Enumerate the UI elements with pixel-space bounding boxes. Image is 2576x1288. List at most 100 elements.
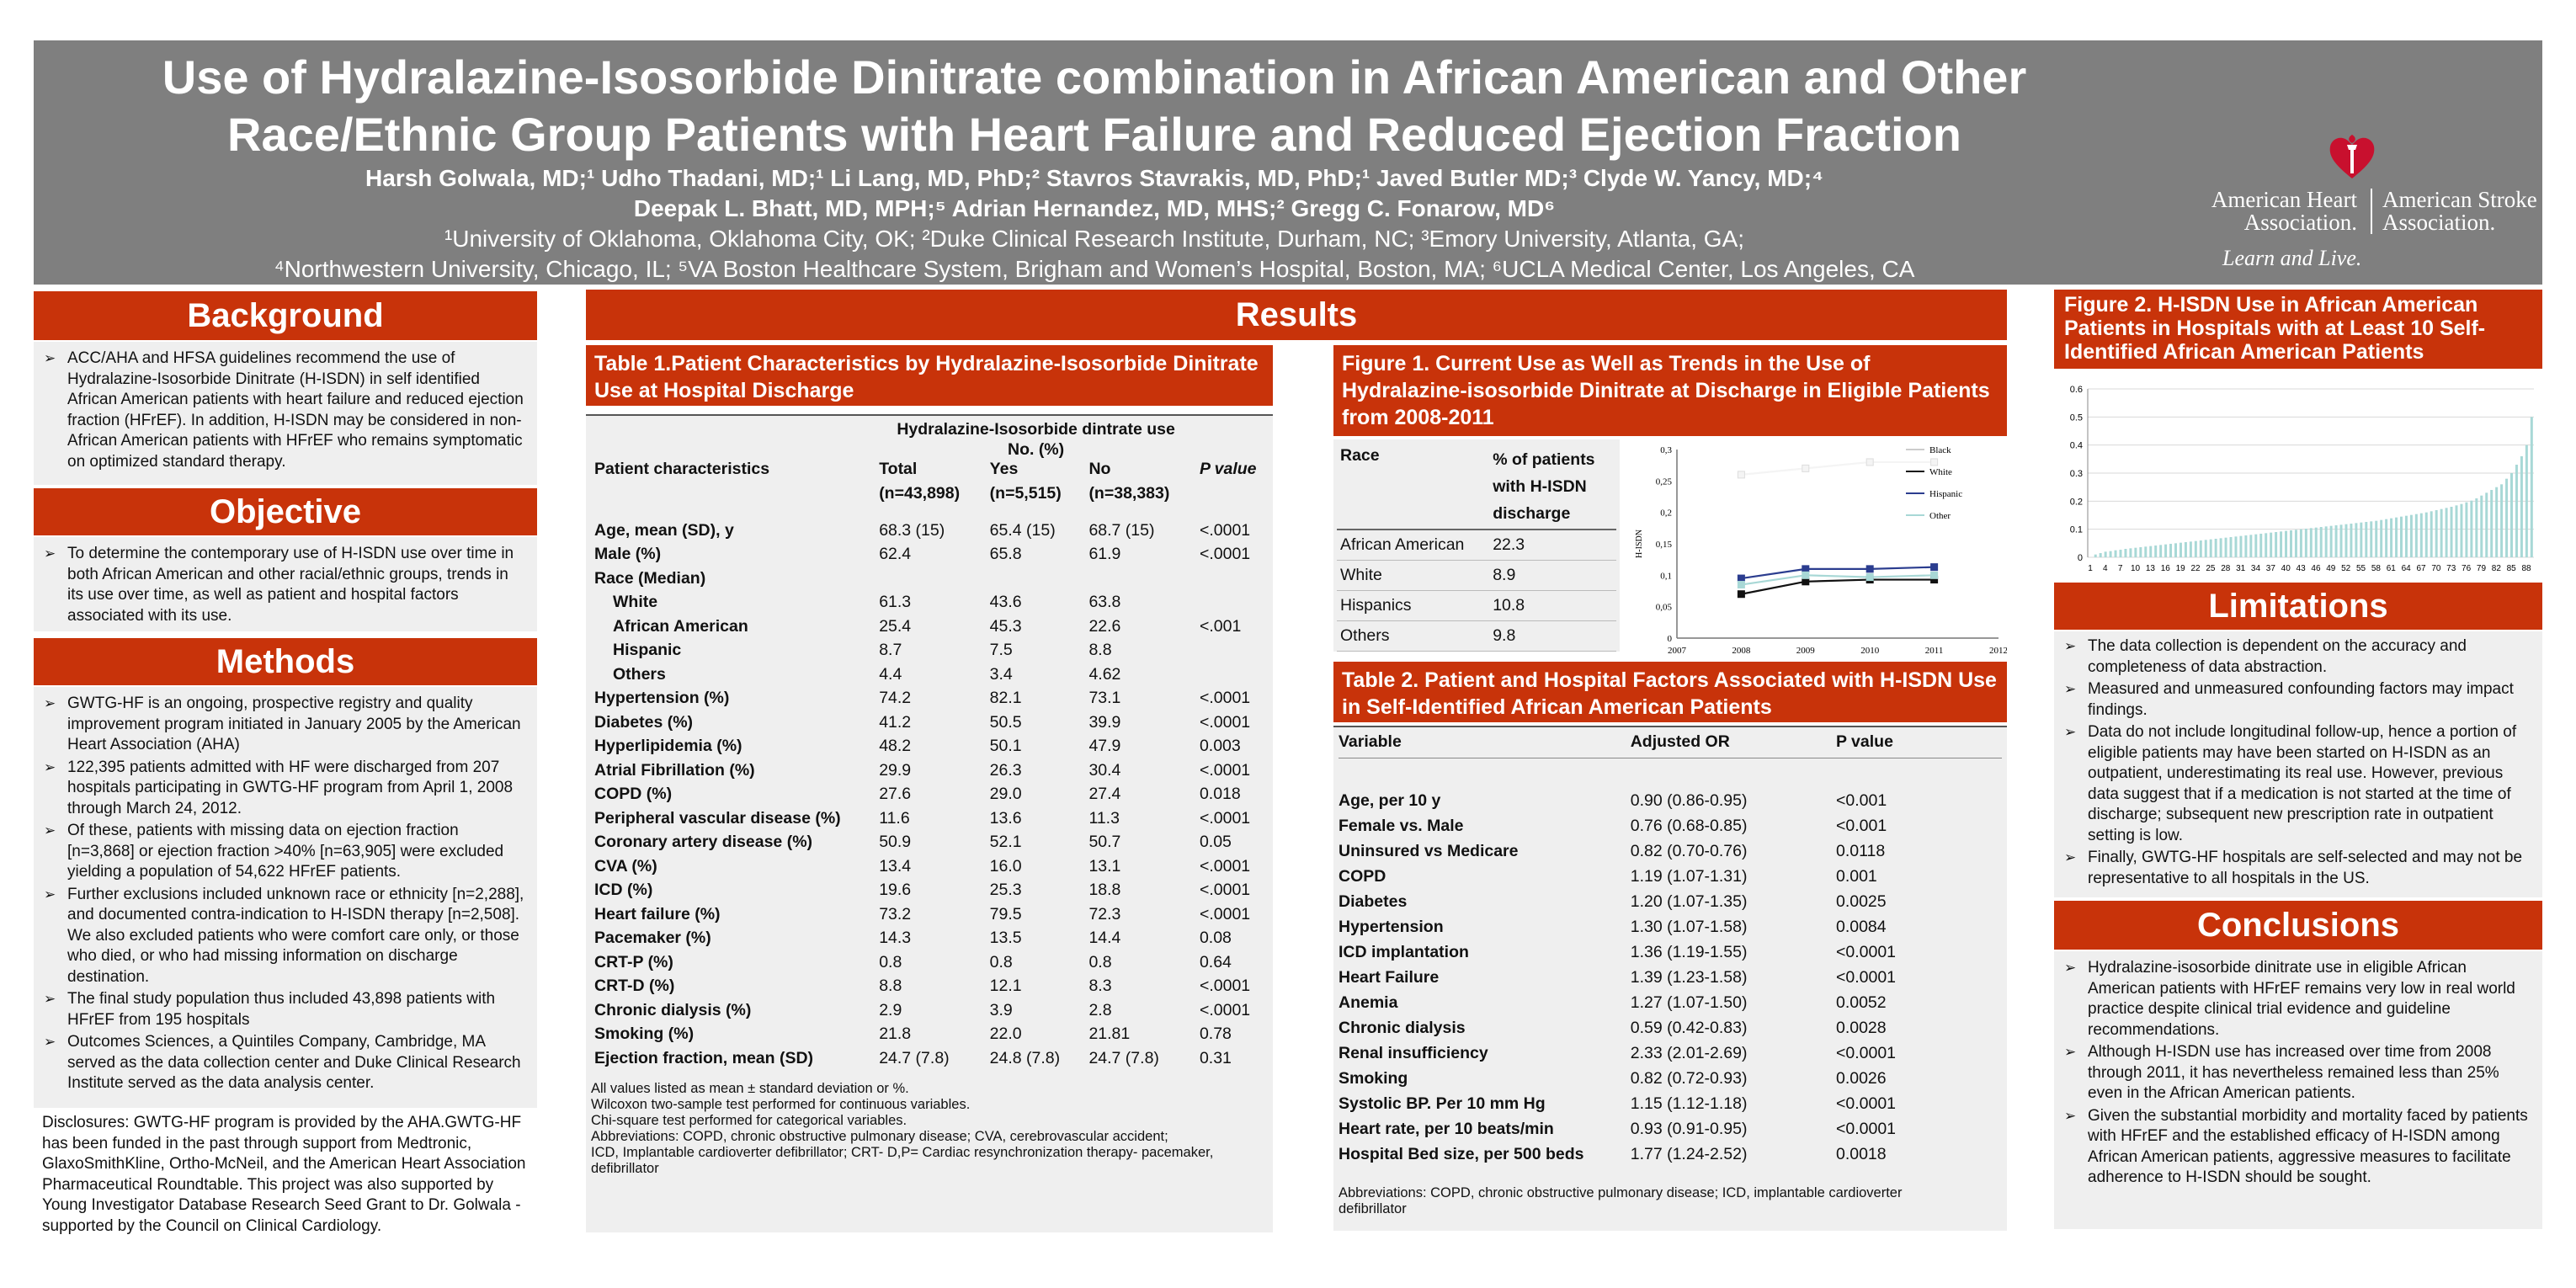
table-row: CRT-D (%) 8.8 12.1 8.3 <.0001 — [594, 977, 1251, 995]
methods-bullet: Of these, patients with missing data on … — [42, 821, 529, 883]
bar — [2109, 551, 2112, 557]
x-tick-label: 2009 — [1796, 646, 1816, 655]
limitations-bullet: Finally, GWTG-HF hospitals are self-sele… — [2062, 848, 2534, 889]
table-row: Hyperlipidemia (%) 48.2 50.1 47.9 0.003 — [594, 737, 1241, 755]
methods-bullet: 122,395 patients admitted with HF were d… — [42, 758, 529, 820]
bar — [2365, 522, 2368, 557]
conclusions-list: Hydralazine-isosorbide dinitrate use in … — [2062, 958, 2534, 1189]
table1-footnotes: All values listed as mean ± standard dev… — [591, 1081, 1268, 1177]
bar — [2460, 503, 2463, 557]
x-tick-label: 2012 — [1989, 646, 2007, 655]
bar — [2450, 507, 2453, 557]
table-row: ICD implantation 1.36 (1.19-1.55) <0.0001 — [1339, 942, 1897, 961]
bar — [2229, 537, 2233, 557]
bar — [2314, 527, 2318, 557]
methods-list: GWTG-HF is an ongoing, prospective regis… — [42, 694, 529, 1094]
bar — [2239, 535, 2243, 557]
bar — [2470, 500, 2473, 557]
bar — [2355, 523, 2358, 557]
x-tick-label: 1 — [2088, 564, 2093, 573]
y-tick-label: 0,15 — [1656, 540, 1673, 550]
x-tick-label: 25 — [2206, 564, 2216, 573]
bar — [2094, 554, 2097, 557]
table-row: Anemia 1.27 (1.07-1.50) 0.0052 — [1339, 993, 1887, 1012]
x-tick-label: 49 — [2326, 564, 2336, 573]
table-row: Hispanics 10.8 — [1337, 590, 1616, 620]
bar — [2099, 553, 2102, 557]
table-row: Age, mean (SD), y 68.3 (15) 65.4 (15) 68.7 … — [594, 520, 1251, 540]
y-tick-label: 0 — [1668, 634, 1673, 644]
table-row: Pacemaker (%) 14.3 13.5 14.4 0.08 — [594, 929, 1232, 947]
data-point-hispanic — [1802, 565, 1810, 573]
objective-panel: To determine the contemporary use of H-I… — [34, 537, 537, 631]
table-row: Race (Median) — [594, 568, 706, 588]
background-panel: ACC/AHA and HFSA guidelines recommend th… — [34, 342, 537, 485]
table-row: Others 9.8 — [1337, 620, 1616, 651]
table1-footnote: ICD, Implantable cardioverter defibrilla… — [591, 1145, 1214, 1160]
bar — [2414, 514, 2418, 557]
bar — [2515, 465, 2518, 557]
table-row: Smoking (%) 21.8 22.0 21.81 0.78 — [594, 1025, 1232, 1043]
y-tick-label: 0.3 — [2070, 469, 2083, 479]
title-line-1: Use of Hydralazine-Isosorbide Dinitrate … — [162, 51, 2027, 104]
x-tick-label: 22 — [2190, 564, 2201, 573]
table1-header-row: Patient characteristics Total Yes No P v… — [594, 460, 1257, 478]
authors: Harsh Golwala, MD;¹ Udho Thadani, MD;¹ L… — [67, 163, 2121, 224]
x-tick-label: 67 — [2416, 564, 2426, 573]
data-point-hispanic — [1865, 565, 1874, 573]
bar — [2435, 510, 2438, 557]
affiliations-line-2: ⁴Northwestern University, Chicago, IL; ⁵… — [274, 256, 1915, 282]
objective-heading: Objective — [34, 488, 537, 535]
x-tick-label: 58 — [2371, 564, 2382, 573]
bar — [2400, 516, 2403, 557]
table-row: Coronary artery disease (%) 50.9 52.1 50.7 0… — [594, 833, 1232, 851]
bar — [2275, 532, 2278, 557]
table1-footnote: Abbreviations: COPD, chronic obstructive… — [591, 1129, 1168, 1144]
table1-group-header: Hydralazine-Isosorbide dintrate use No. (… — [897, 420, 1175, 459]
figure2-bar-chart: 0 0.1 0.2 0.3 0.4 0.5 0.6 1 4 7 10 13 16 19 22 25 28 31 34… — [2070, 385, 2534, 573]
bar — [2164, 544, 2168, 557]
y-tick-label: 0,3 — [1660, 445, 1672, 455]
bar — [2385, 519, 2388, 557]
table-row: African American 22.3 — [1337, 530, 1616, 560]
x-tick-label: 70 — [2431, 564, 2441, 573]
data-point-other — [1930, 571, 1939, 579]
figure1-line-chart: 0 0,05 0,1 0,15 0,2 0,25 0,3 2007 2008 2009 2010 20… — [1628, 439, 2007, 655]
table-row: CVA (%) 13.4 16.0 13.1 <.0001 — [594, 856, 1251, 876]
table-row: Ejection fraction, mean (SD) 24.7 (7.8) 24… — [594, 1048, 1232, 1067]
x-tick-label: 7 — [2118, 564, 2123, 573]
bar — [2249, 535, 2253, 557]
bar — [2154, 546, 2158, 557]
y-axis-label: H-ISDN — [1635, 530, 1644, 558]
x-tick-label: 40 — [2281, 564, 2291, 573]
bar — [2179, 542, 2182, 557]
aha-asa-logo: American Heart Association. American Stro… — [2172, 131, 2537, 274]
figure1-table-header: Race % of patients with H-ISDN discharge — [1337, 444, 1616, 530]
table-row: Chronic dialysis 0.59 (0.42-0.83) 0.0028 — [1339, 1018, 1887, 1037]
methods-bullet: Further exclusions included unknown race… — [42, 885, 529, 988]
x-tick-label: 2008 — [1732, 646, 1751, 655]
bar — [2475, 498, 2478, 557]
x-tick-label: 64 — [2402, 564, 2412, 573]
table-row: White 61.3 43.6 63.8 — [613, 593, 1121, 611]
affiliations-line-1: ¹University of Oklahoma, Oklahoma City, … — [444, 226, 1745, 252]
bar — [2299, 529, 2302, 557]
poster-header: Use of Hydralazine-Isosorbide Dinitrate … — [34, 40, 2542, 285]
background-list: ACC/AHA and HFSA guidelines recommend th… — [42, 349, 529, 472]
bar — [2520, 456, 2523, 557]
table-row: Heart rate, per 10 beats/min 0.93 (0.91-0… — [1339, 1119, 1897, 1138]
bar — [2409, 514, 2413, 557]
x-tick-label: 2007 — [1668, 646, 1687, 655]
x-tick-label: 43 — [2297, 564, 2307, 573]
data-point-black — [1802, 464, 1810, 472]
bar — [2270, 532, 2273, 557]
y-tick-label: 0.6 — [2070, 385, 2083, 395]
bar — [2280, 531, 2283, 557]
y-tick-label: 0,05 — [1656, 603, 1673, 613]
bar — [2360, 522, 2363, 557]
figure1-title: Figure 1. Current Use as Well as Trends … — [1333, 345, 2007, 436]
chart1-background — [1628, 439, 2007, 655]
x-tick-label: 16 — [2161, 564, 2171, 573]
y-tick-label: 0.4 — [2070, 441, 2083, 451]
bar — [2174, 543, 2177, 557]
